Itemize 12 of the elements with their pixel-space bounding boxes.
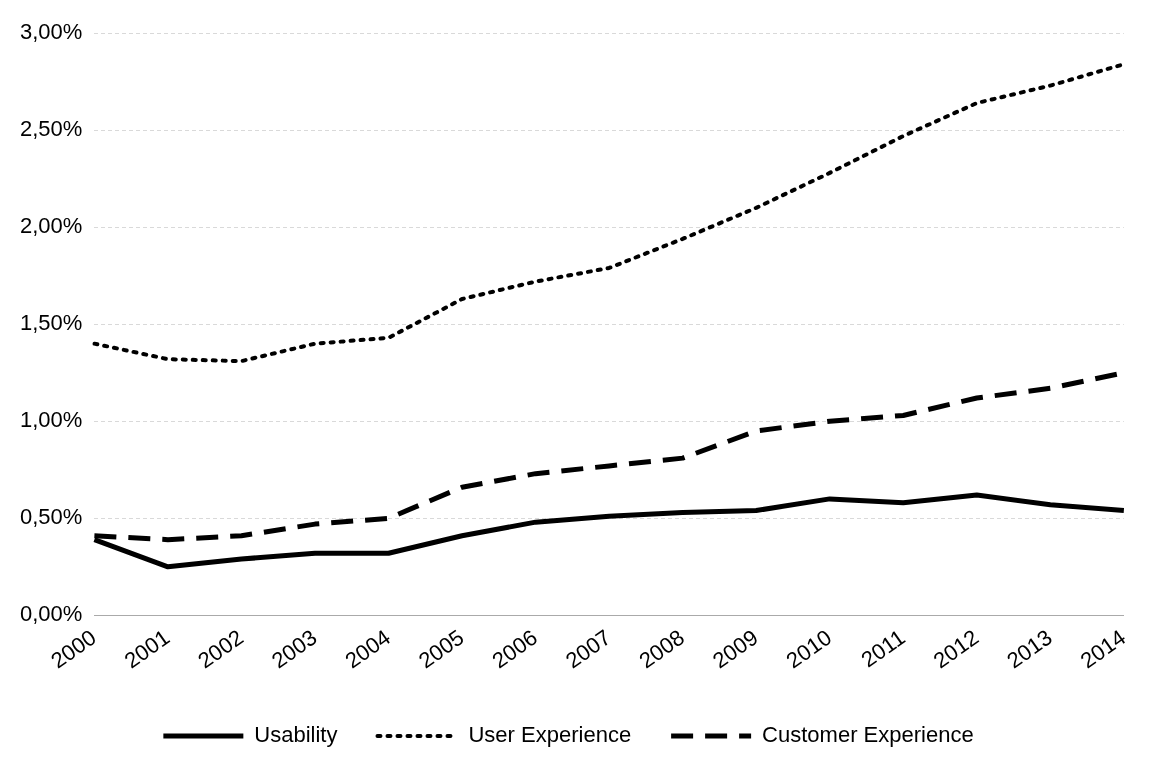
y-tick-label: 1,50%: [19, 310, 83, 336]
y-tick-label: 0,00%: [19, 601, 83, 627]
y-tick-label: 0,50%: [19, 504, 83, 530]
legend-label: Customer Experience: [762, 722, 974, 748]
legend-label: Usability: [254, 722, 338, 748]
y-tick-label: 3,00%: [19, 19, 83, 45]
x-tick-label: 2010: [781, 624, 837, 674]
y-tick-label: 2,50%: [19, 116, 83, 142]
legend-label: User Experience: [468, 722, 632, 748]
x-tick-label: 2011: [856, 624, 910, 673]
y-tick-label: 2,00%: [19, 213, 83, 239]
y-tick-label: 1,00%: [19, 407, 83, 433]
